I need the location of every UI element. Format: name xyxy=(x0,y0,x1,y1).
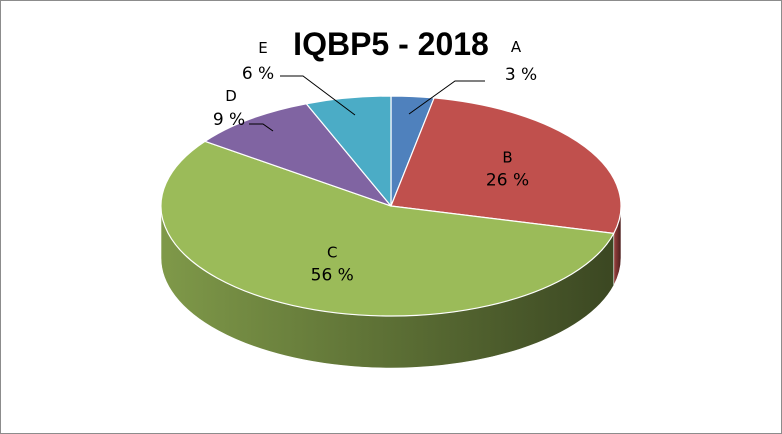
leader-line-e xyxy=(280,75,356,116)
slice-d xyxy=(204,103,392,207)
slice-b xyxy=(390,97,622,234)
slice-label-value-b: 26 % xyxy=(486,171,529,191)
pie-tops xyxy=(160,95,622,317)
slice-label-value-d: 9 % xyxy=(213,110,245,130)
slice-label-value-e: 6 % xyxy=(242,64,274,84)
slice-label-category-b: B xyxy=(502,149,512,167)
data-labels: A 3 % B 26 % C 56 % D 9 % E 6 % xyxy=(213,38,537,286)
leader-line-d xyxy=(249,123,274,132)
leader-lines xyxy=(249,75,485,132)
slice-e xyxy=(305,95,392,207)
leader-line-a xyxy=(408,80,485,115)
slice-label-category-a: A xyxy=(511,38,522,56)
slice-label-category-e: E xyxy=(258,39,267,57)
slice-label-value-c: 56 % xyxy=(311,266,354,286)
slice-label-category-d: D xyxy=(225,87,237,105)
slice-label-value-a: 3 % xyxy=(505,65,537,85)
slice-label-category-c: C xyxy=(327,244,337,262)
chart-title: IQBP5 - 2018 xyxy=(293,26,489,62)
slice-c xyxy=(160,140,615,317)
